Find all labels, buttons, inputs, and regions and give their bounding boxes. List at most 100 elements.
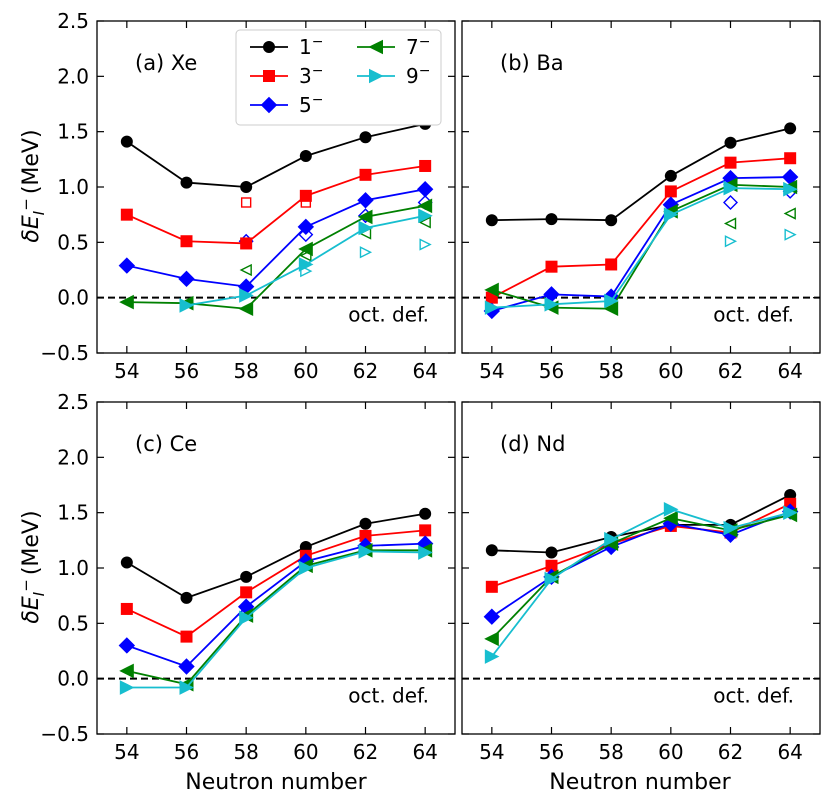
data-point [119, 294, 134, 310]
data-point [118, 637, 136, 654]
x-tick-label: 60 [658, 740, 683, 764]
data-point [664, 185, 677, 198]
data-point [485, 544, 498, 557]
series-line [491, 127, 791, 222]
open-marker-7minus [783, 207, 796, 220]
data-point [358, 220, 374, 236]
legend-entry-3-minus: 3− [250, 63, 323, 88]
data-point [417, 198, 433, 214]
data-point [359, 168, 372, 181]
series-7minus [484, 507, 798, 647]
legend-marker [260, 96, 278, 114]
data-point [119, 680, 135, 695]
data-point [604, 293, 619, 309]
x-tick-label: 56 [539, 359, 564, 383]
legend-marker [263, 41, 275, 53]
data-point [298, 241, 313, 257]
y-tick-label: 0.5 [57, 230, 89, 254]
reference-annotation: oct. def. [713, 684, 794, 708]
data-point [359, 131, 372, 144]
data-point [299, 189, 312, 202]
y-axis-label-bottom: δEI−(MeV) [17, 510, 48, 623]
x-tick-label: 64 [412, 359, 437, 383]
data-point [416, 181, 434, 198]
data-point [239, 288, 254, 303]
data-point [605, 214, 618, 227]
series-line [126, 188, 426, 288]
legend-entry-5-minus: 5− [250, 92, 323, 117]
data-point [359, 517, 372, 530]
y-tick-label: 0.0 [57, 286, 89, 310]
data-point [484, 631, 499, 647]
series-line [126, 529, 426, 638]
data-point [120, 208, 133, 221]
data-point [419, 507, 432, 520]
data-point [664, 169, 677, 182]
data-point [120, 556, 133, 569]
series-5minus [483, 168, 799, 320]
data-point [418, 545, 433, 560]
y-tick-label: 1.0 [57, 175, 89, 199]
y-tick-label: 2.5 [57, 390, 89, 414]
series-line [126, 204, 426, 310]
data-point [419, 159, 432, 172]
legend-box [235, 29, 442, 126]
data-point [240, 181, 253, 193]
data-point [723, 520, 739, 536]
series-line [126, 549, 426, 686]
data-point [784, 152, 797, 165]
reference-annotation: oct. def. [348, 303, 429, 327]
data-point [299, 150, 312, 163]
data-point [180, 176, 193, 189]
data-point [240, 570, 253, 583]
data-point [663, 510, 678, 526]
data-point [358, 544, 374, 559]
data-point [180, 630, 193, 643]
legend-label: 9− [406, 63, 430, 88]
y-tick-label: 1.0 [57, 556, 89, 580]
x-tick-label: 58 [598, 740, 623, 764]
x-tick-label: 62 [353, 359, 378, 383]
data-point [298, 560, 314, 576]
series-9minus [484, 180, 798, 315]
data-point [663, 207, 679, 222]
data-point [297, 218, 315, 236]
x-tick-label: 56 [539, 740, 564, 764]
reference-annotation: oct. def. [348, 684, 429, 708]
data-point [485, 580, 498, 593]
series-3minus [485, 497, 797, 593]
open-marker-5minus [723, 195, 738, 210]
series-7minus [119, 542, 433, 692]
panel-title: (c) Ce [135, 432, 197, 456]
x-tick-label: 64 [777, 359, 802, 383]
data-point [545, 546, 558, 559]
legend-marker [263, 70, 275, 82]
series-9minus [179, 208, 433, 313]
y-tick-label: 0.5 [57, 611, 89, 635]
x-tick-label: 62 [718, 359, 743, 383]
x-axis-label-left: Neutron number [185, 770, 367, 795]
x-tick-label: 54 [114, 359, 139, 383]
data-point [239, 610, 254, 626]
data-point [485, 214, 498, 227]
open-marker-7minus [418, 216, 431, 229]
x-tick-label: 56 [174, 740, 199, 764]
legend-entry-7-minus: 7− [357, 34, 430, 59]
data-point [484, 649, 500, 664]
x-tick-label: 58 [233, 740, 258, 764]
x-tick-label: 54 [479, 740, 504, 764]
panel-title: (d) Nd [500, 432, 565, 456]
data-point [120, 602, 133, 615]
series-9minus [119, 544, 433, 695]
legend-entry-9-minus: 9− [357, 63, 430, 88]
legend-label: 3− [299, 63, 323, 88]
panel-nd: 54 56 58 60 62 64 oct. def. (d) Nd [461, 401, 821, 764]
legend-marker [369, 68, 384, 84]
open-marker-9minus [300, 264, 313, 278]
panel-xe: 54 56 58 60 62 64 −0.5 0.0 0.5 1.0 1.5 2.0 2.5 oct. d… [40, 9, 456, 383]
panel-ce: 54 56 58 60 62 64 −0.5 0.0 0.5 1.0 1.5 2.0 2.5 oct. d… [40, 390, 456, 764]
series-line [126, 165, 426, 245]
series-line [126, 542, 426, 668]
open-marker-7minus [723, 217, 737, 230]
legend-label: 7− [406, 34, 430, 59]
